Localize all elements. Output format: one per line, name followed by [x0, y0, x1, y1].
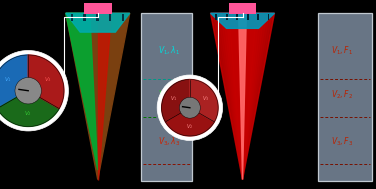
Bar — [257, 14, 259, 20]
Polygon shape — [216, 13, 269, 180]
Polygon shape — [162, 80, 190, 122]
Bar — [226, 14, 227, 20]
Bar — [268, 14, 270, 20]
Bar — [318, 13, 372, 181]
Polygon shape — [211, 13, 274, 180]
Bar — [141, 13, 192, 181]
Polygon shape — [226, 13, 259, 180]
Polygon shape — [28, 55, 64, 108]
Text: $V_1$: $V_1$ — [4, 75, 12, 84]
Bar — [247, 14, 249, 20]
Text: $V_3, F_3$: $V_3, F_3$ — [331, 136, 353, 148]
Bar — [122, 14, 124, 21]
Polygon shape — [223, 13, 262, 180]
Text: $V_2$: $V_2$ — [186, 122, 194, 131]
Bar — [71, 14, 73, 21]
Polygon shape — [66, 13, 98, 170]
Polygon shape — [66, 13, 130, 180]
Ellipse shape — [0, 50, 68, 131]
Bar — [83, 3, 112, 14]
Bar — [96, 14, 99, 21]
Polygon shape — [66, 13, 130, 32]
Polygon shape — [213, 13, 272, 180]
Polygon shape — [218, 13, 267, 180]
Bar — [236, 14, 238, 20]
Polygon shape — [211, 13, 274, 180]
Bar — [109, 14, 111, 21]
Polygon shape — [211, 13, 274, 28]
Ellipse shape — [15, 77, 41, 104]
Text: $V_1$: $V_1$ — [170, 94, 177, 103]
Text: $V_1, \lambda_1$: $V_1, \lambda_1$ — [158, 45, 180, 57]
Text: $V_2, \lambda_2$: $V_2, \lambda_2$ — [158, 88, 180, 101]
Text: $V_2, F_2$: $V_2, F_2$ — [331, 88, 353, 101]
Polygon shape — [0, 91, 59, 126]
Polygon shape — [221, 13, 264, 180]
Bar — [83, 14, 86, 21]
Ellipse shape — [179, 97, 200, 118]
Polygon shape — [0, 55, 28, 108]
Text: $V_3$: $V_3$ — [202, 94, 209, 103]
Polygon shape — [190, 80, 218, 122]
Text: $V_1, F_1$: $V_1, F_1$ — [331, 45, 353, 57]
Polygon shape — [239, 13, 246, 180]
Polygon shape — [165, 108, 214, 136]
Text: $V_2$: $V_2$ — [24, 109, 32, 118]
Bar — [229, 3, 256, 14]
Ellipse shape — [157, 75, 223, 140]
Text: $V_3$: $V_3$ — [44, 75, 52, 84]
Polygon shape — [98, 13, 111, 180]
Text: $V_3, \lambda_3$: $V_3, \lambda_3$ — [158, 136, 180, 148]
Bar — [215, 14, 217, 20]
Polygon shape — [229, 13, 256, 180]
